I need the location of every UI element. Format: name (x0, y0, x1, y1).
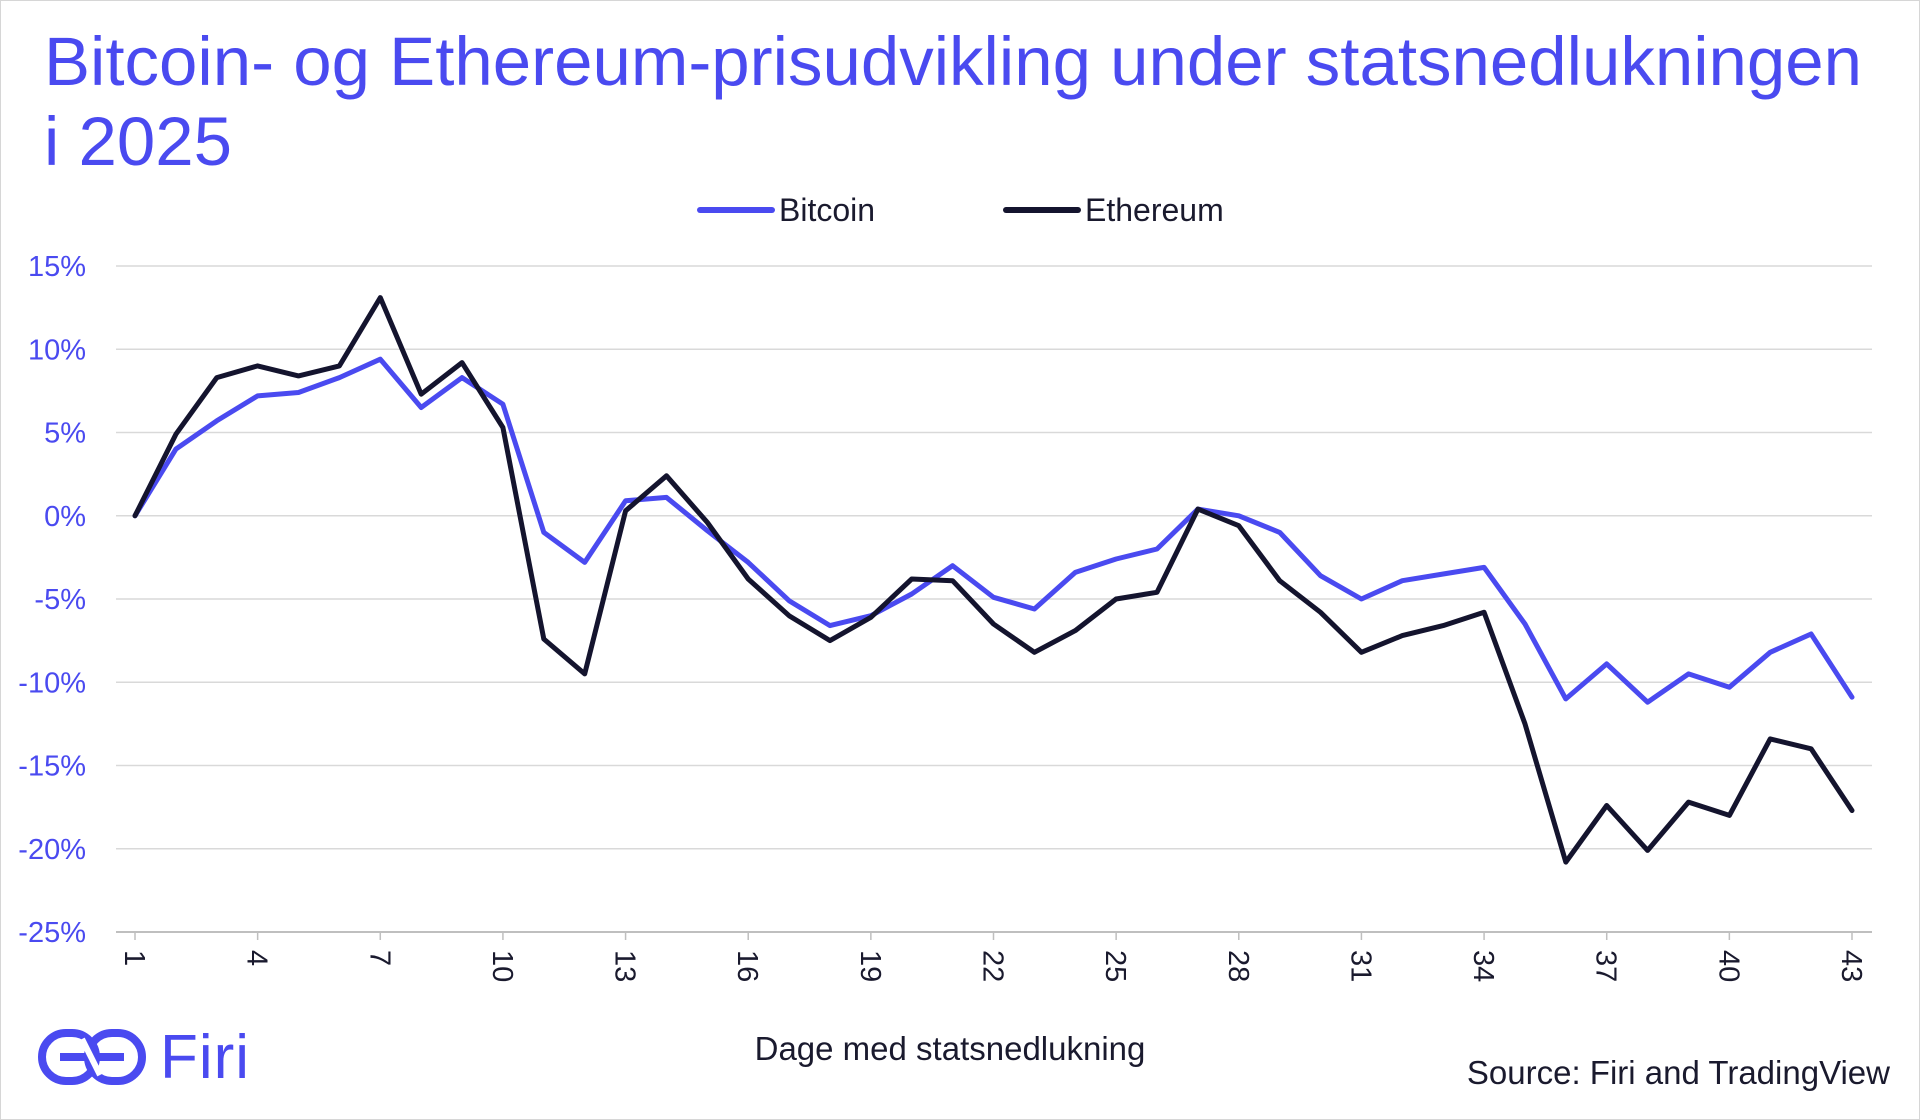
y-tick-label: 10% (28, 334, 86, 366)
x-tick-label: 40 (1712, 950, 1744, 982)
x-tick-label: 31 (1344, 950, 1376, 982)
chart-title: Bitcoin- og Ethereum-prisudvikling under… (44, 23, 1863, 180)
y-tick-label: -15% (18, 751, 86, 783)
y-axis-ticks: 15% 10% 5% 0% -5% -10% -15% -20% -25% (18, 251, 86, 949)
legend: Bitcoin Ethereum (697, 192, 1224, 228)
x-tick-label: 16 (731, 950, 763, 982)
x-tick-label: 19 (854, 950, 886, 982)
firi-logo: Firi (38, 1022, 250, 1092)
y-tick-label: 0% (44, 501, 86, 533)
y-tick-label: -25% (18, 917, 86, 949)
x-tick-label: 43 (1835, 950, 1867, 982)
x-tick-label: 22 (977, 950, 1009, 982)
x-tick-label: 1 (118, 950, 150, 966)
y-tick-label: -10% (18, 667, 86, 699)
x-tick-label: 28 (1222, 950, 1254, 982)
series-lines (132, 295, 1855, 865)
x-axis-ticks: 1 4 7 10 13 16 19 22 25 28 31 34 37 40 43 (118, 932, 1867, 982)
source-note: Source: Firi and TradingView (1466, 1054, 1890, 1091)
x-tick-label: 13 (609, 950, 641, 982)
firi-logo-text: Firi (160, 1022, 251, 1092)
series-line-ethereum (132, 295, 1855, 865)
x-tick-label: 25 (1099, 950, 1131, 982)
x-tick-label: 4 (241, 950, 273, 966)
y-tick-label: 15% (28, 251, 86, 283)
y-tick-label: 5% (44, 418, 86, 450)
x-tick-label: 10 (486, 950, 518, 982)
y-tick-label: -5% (34, 584, 86, 616)
x-tick-label: 7 (363, 950, 395, 966)
y-tick-label: -20% (18, 834, 86, 866)
x-tick-label: 34 (1467, 950, 1499, 982)
series-line-bitcoin (132, 356, 1855, 705)
legend-label-ethereum: Ethereum (1085, 192, 1224, 228)
x-tick-label: 37 (1590, 950, 1622, 982)
firi-logo-icon (38, 1029, 146, 1085)
x-axis-label: Dage med statsnedlukning (754, 1030, 1146, 1067)
gridlines (116, 265, 1872, 933)
legend-label-bitcoin: Bitcoin (779, 192, 875, 228)
